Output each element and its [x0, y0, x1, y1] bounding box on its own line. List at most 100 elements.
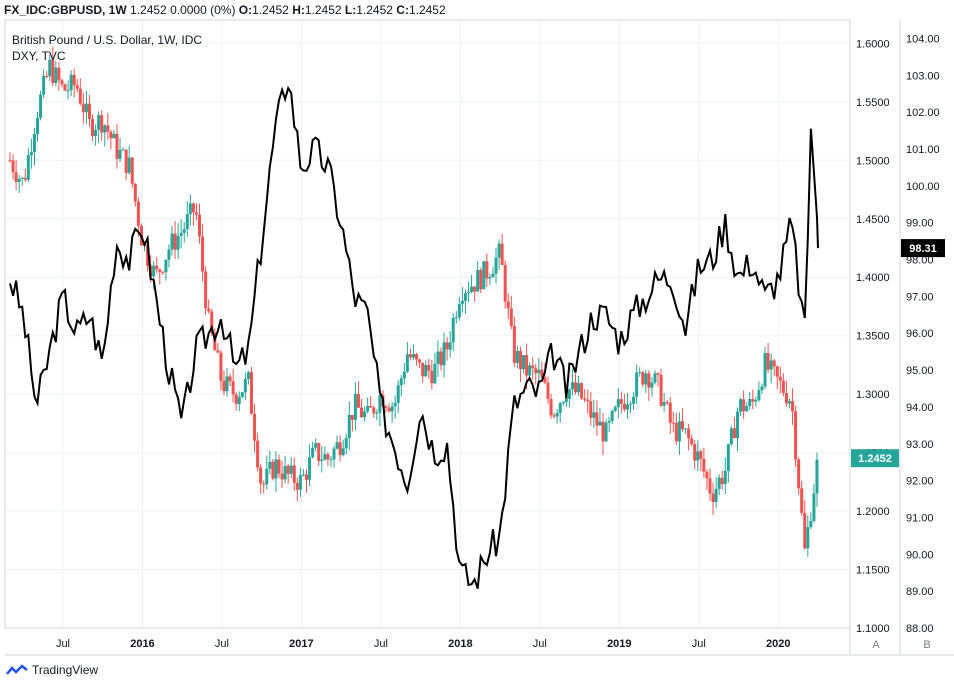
x-tick-label: Jul — [56, 638, 70, 650]
candle-body — [256, 440, 260, 468]
dxy-tick-label: 98.00 — [906, 255, 934, 267]
candle-body — [610, 410, 614, 421]
candle-body — [491, 273, 495, 278]
candle-body — [112, 133, 116, 139]
candle-body — [418, 359, 422, 363]
candle-body — [503, 264, 507, 302]
candle-body — [222, 380, 226, 392]
candle-body — [690, 438, 694, 445]
candle-body — [720, 477, 724, 484]
candle-body — [775, 366, 779, 377]
candle-body — [742, 399, 746, 412]
candle-body — [204, 271, 208, 309]
candle-body — [613, 407, 617, 411]
x-tick-label: Jul — [692, 638, 706, 650]
candle-body — [136, 201, 140, 226]
candle-body — [243, 378, 247, 393]
gbpusd-last-tag — [851, 449, 899, 468]
candle-body — [463, 293, 467, 301]
candle-body — [717, 477, 721, 489]
gbpusd-tick-label: 1.2000 — [856, 506, 890, 518]
candle-body — [317, 443, 321, 462]
dxy-tick-label: 100.00 — [906, 181, 940, 193]
candle-body — [800, 488, 804, 513]
scale-a-button[interactable]: A — [872, 639, 880, 651]
candle-body — [668, 402, 672, 423]
candle-body — [210, 311, 214, 333]
candle-body — [552, 415, 556, 417]
low-value: 1.2452 — [356, 3, 393, 17]
candle-body — [188, 203, 192, 215]
dxy-tick-label: 103.00 — [906, 70, 940, 82]
candle-body — [66, 90, 70, 92]
candle-body — [176, 235, 180, 250]
candle-body — [723, 470, 727, 484]
candle-body — [69, 74, 73, 91]
candle-body — [353, 394, 357, 420]
candle-body — [436, 351, 440, 364]
candle-body — [387, 407, 391, 412]
candle-body — [726, 444, 730, 471]
candle-body — [671, 422, 675, 424]
grid — [5, 20, 850, 629]
candle-body — [161, 271, 165, 273]
dxy-tick-label: 96.00 — [906, 328, 934, 340]
candle-body — [592, 412, 596, 418]
candle-body — [332, 448, 336, 460]
candle-body — [97, 115, 101, 130]
candle-body — [586, 399, 590, 402]
x-tick-label: Jul — [533, 638, 547, 650]
open-label: O: — [238, 3, 253, 17]
candle-body — [778, 376, 782, 381]
dxy-tick-label: 97.00 — [906, 291, 934, 303]
candle-body — [63, 84, 67, 91]
candle-body — [702, 458, 706, 472]
main-series-legend[interactable]: British Pound / U.S. Dollar, 1W, IDC — [12, 33, 203, 47]
candle-body — [791, 401, 795, 412]
candle-body — [127, 157, 131, 173]
candle-body — [460, 300, 464, 304]
candle-body — [87, 103, 91, 119]
candle-body — [558, 403, 562, 414]
candle-body — [518, 350, 522, 370]
candle-body — [155, 265, 159, 270]
candle-body — [616, 399, 620, 408]
candle-body — [708, 478, 712, 494]
candle-body — [164, 259, 168, 273]
candle-body — [674, 422, 678, 442]
candle-body — [803, 512, 807, 549]
candle-body — [595, 412, 599, 426]
candle-body — [570, 382, 574, 390]
symbol-name[interactable]: FX_IDC:GBPUSD, 1W — [4, 3, 127, 17]
candle-body — [408, 354, 412, 358]
candle-body — [433, 363, 437, 384]
scale-b-button[interactable]: B — [923, 639, 931, 651]
candle-body — [237, 396, 241, 404]
candle-body — [158, 269, 162, 272]
candle-body — [314, 443, 318, 448]
gbpusd-tick-label: 1.4500 — [856, 214, 890, 226]
candle-body — [121, 149, 125, 151]
candle-body — [29, 152, 33, 156]
candle-body — [194, 212, 198, 215]
symbol-header: FX_IDC:GBPUSD, 1W 1.2452 0.0000 (0%) O:1… — [4, 3, 446, 17]
candle-body — [259, 467, 263, 484]
gbpusd-tick-label: 1.1500 — [856, 565, 890, 577]
candle-body — [769, 360, 773, 370]
candle-body — [198, 214, 202, 237]
candle-body — [8, 160, 12, 162]
candle-body — [482, 261, 486, 290]
candle-body — [14, 172, 18, 182]
candle-body — [115, 133, 119, 159]
candle-body — [494, 257, 498, 274]
candle-body — [573, 382, 577, 393]
candle-body — [152, 265, 156, 277]
tradingview-brand[interactable]: TradingView — [6, 663, 98, 677]
candle-body — [375, 412, 379, 414]
candle-body — [216, 350, 220, 353]
candle-body — [54, 67, 58, 83]
candle-body — [763, 353, 767, 387]
candle-body — [457, 303, 461, 318]
overlay-series-legend[interactable]: DXY, TVC — [12, 49, 66, 63]
